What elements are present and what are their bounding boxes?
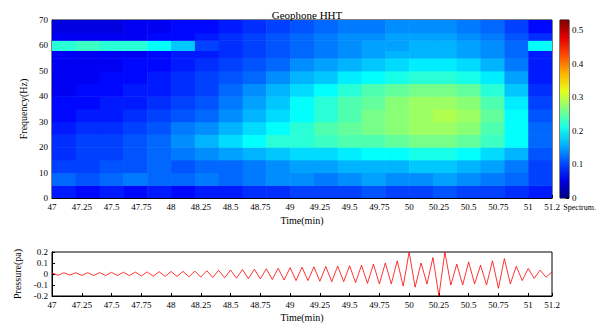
svg-text:47.5: 47.5: [104, 202, 120, 212]
svg-text:Frequency(Hz): Frequency(Hz): [18, 79, 30, 140]
svg-text:20: 20: [39, 142, 49, 152]
svg-text:0: 0: [43, 193, 48, 203]
svg-text:50.75: 50.75: [488, 202, 509, 212]
svg-text:0.1: 0.1: [37, 258, 48, 268]
svg-text:48.75: 48.75: [250, 300, 271, 310]
svg-text:47.75: 47.75: [131, 202, 152, 212]
svg-text:47.25: 47.25: [72, 202, 93, 212]
svg-text:50.5: 50.5: [461, 202, 477, 212]
svg-text:0.1: 0.1: [572, 159, 583, 169]
svg-text:47: 47: [48, 202, 58, 212]
svg-text:47.75: 47.75: [131, 300, 152, 310]
svg-text:48.25: 48.25: [191, 300, 212, 310]
svg-text:50: 50: [405, 202, 415, 212]
svg-text:0: 0: [44, 269, 49, 279]
svg-text:48.5: 48.5: [223, 202, 239, 212]
svg-text:0.2: 0.2: [572, 126, 583, 136]
svg-text:51: 51: [524, 202, 533, 212]
svg-text:51.2: 51.2: [544, 300, 560, 310]
svg-text:49.25: 49.25: [310, 300, 331, 310]
svg-text:Pressure(pa): Pressure(pa): [12, 249, 24, 299]
svg-text:40: 40: [39, 91, 49, 101]
svg-text:50: 50: [405, 300, 415, 310]
svg-text:49: 49: [286, 202, 296, 212]
svg-text:Time(min): Time(min): [281, 312, 324, 324]
svg-text:50.25: 50.25: [429, 202, 450, 212]
svg-text:-0.2: -0.2: [34, 291, 48, 301]
svg-text:Geophone HHT: Geophone HHT: [272, 9, 343, 21]
svg-text:48.25: 48.25: [191, 202, 212, 212]
svg-text:60: 60: [39, 40, 49, 50]
svg-text:Time(min): Time(min): [281, 215, 324, 227]
svg-text:0.2: 0.2: [37, 247, 48, 257]
svg-text:10: 10: [39, 168, 49, 178]
svg-text:49.5: 49.5: [342, 300, 358, 310]
svg-text:70: 70: [39, 15, 49, 25]
svg-text:48: 48: [167, 300, 177, 310]
svg-text:0: 0: [572, 193, 577, 203]
svg-text:48: 48: [167, 202, 177, 212]
svg-text:0.5: 0.5: [572, 25, 584, 35]
svg-text:49.75: 49.75: [369, 202, 390, 212]
svg-text:0.4: 0.4: [572, 59, 584, 69]
svg-text:47: 47: [48, 300, 58, 310]
svg-text:50: 50: [39, 66, 49, 76]
svg-text:51: 51: [524, 300, 533, 310]
svg-text:49: 49: [286, 300, 296, 310]
svg-text:50.5: 50.5: [461, 300, 477, 310]
svg-text:49.5: 49.5: [342, 202, 358, 212]
svg-text:47.25: 47.25: [72, 300, 93, 310]
svg-text:30: 30: [39, 117, 49, 127]
svg-text:50.25: 50.25: [429, 300, 450, 310]
svg-text:48.75: 48.75: [250, 202, 271, 212]
svg-text:48.5: 48.5: [223, 300, 239, 310]
svg-text:51.2: 51.2: [544, 202, 560, 212]
svg-text:-0.1: -0.1: [34, 280, 48, 290]
svg-text:0.3: 0.3: [572, 92, 584, 102]
svg-text:47.5: 47.5: [104, 300, 120, 310]
svg-text:Spectrum.: Spectrum.: [563, 203, 596, 212]
svg-text:49.75: 49.75: [369, 300, 390, 310]
svg-text:50.75: 50.75: [488, 300, 509, 310]
svg-text:49.25: 49.25: [310, 202, 331, 212]
